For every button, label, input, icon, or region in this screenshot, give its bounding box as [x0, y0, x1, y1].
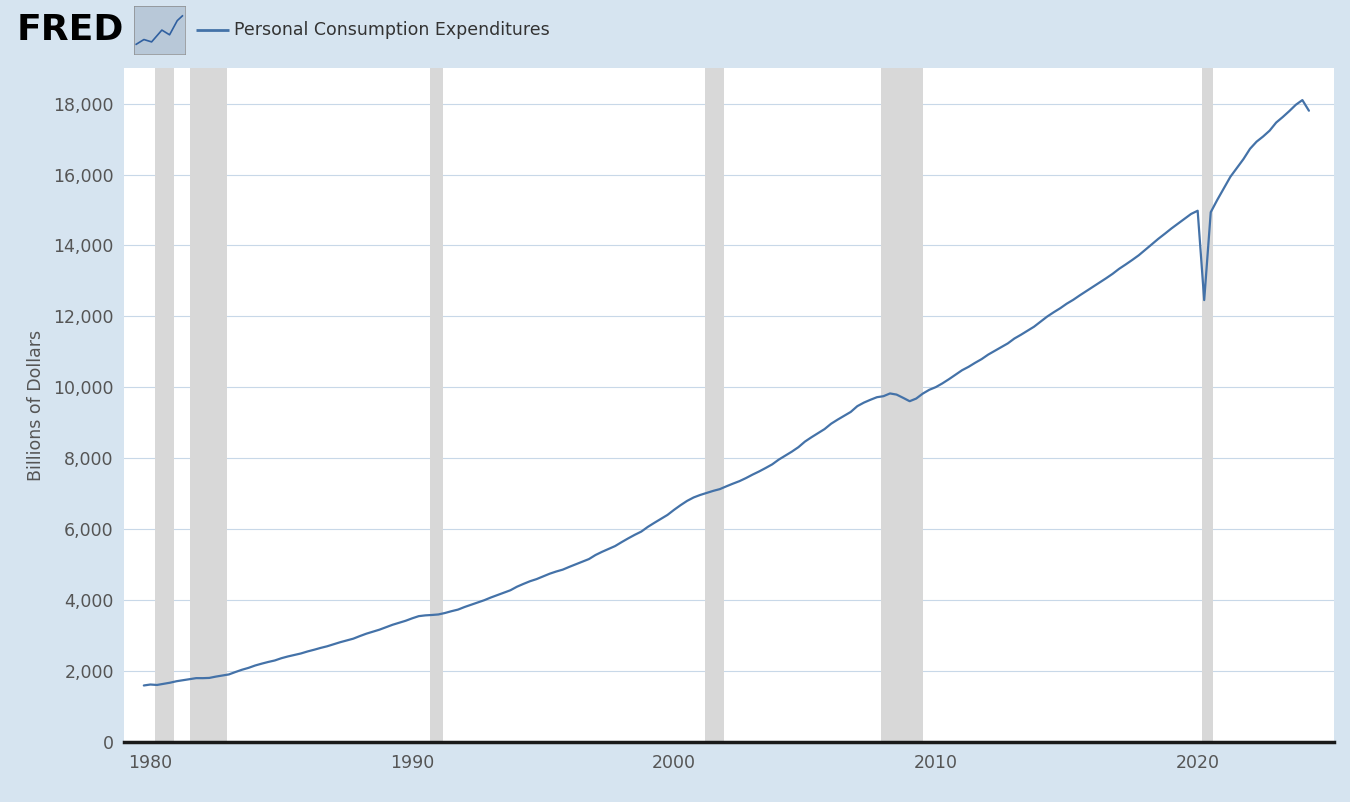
Text: Personal Consumption Expenditures: Personal Consumption Expenditures	[234, 21, 549, 39]
Y-axis label: Billions of Dollars: Billions of Dollars	[27, 330, 45, 480]
Bar	[705, 68, 725, 742]
Bar	[429, 68, 443, 742]
Bar	[155, 68, 174, 742]
Bar	[1202, 68, 1212, 742]
Bar	[882, 68, 923, 742]
Text: FRED: FRED	[16, 13, 124, 47]
Bar	[189, 68, 227, 742]
